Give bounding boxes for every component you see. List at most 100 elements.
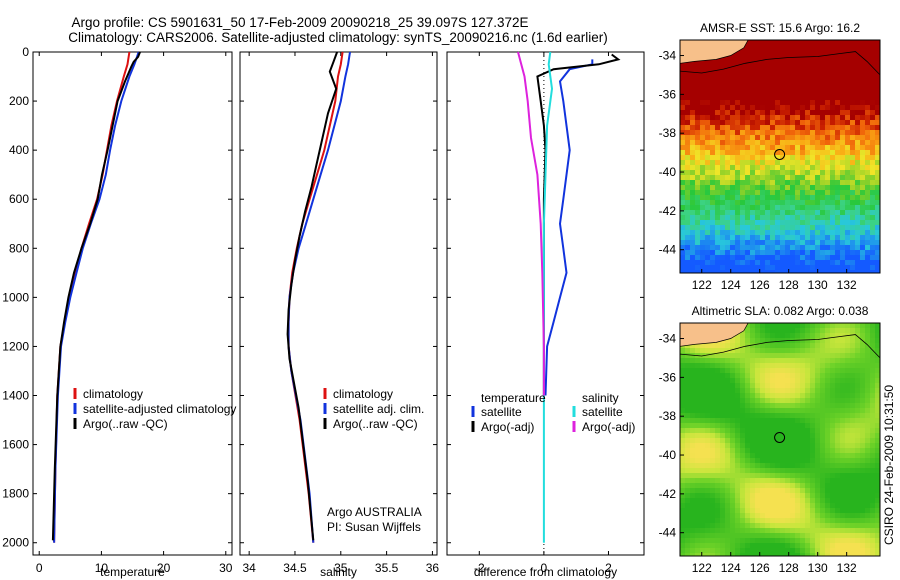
map-cell xyxy=(755,333,760,338)
map-cell xyxy=(745,190,750,195)
map-cell xyxy=(865,383,870,388)
map-cell xyxy=(865,260,870,265)
map-cell xyxy=(820,513,825,518)
map-cell xyxy=(820,468,825,473)
map-cell xyxy=(690,215,695,220)
y-tick-label: -40 xyxy=(659,165,677,179)
map-cell xyxy=(690,488,695,493)
map-cell xyxy=(800,413,805,418)
map-cell xyxy=(830,468,835,473)
map-cell xyxy=(845,90,850,95)
map-cell xyxy=(795,135,800,140)
map-cell xyxy=(705,90,710,95)
map-cell xyxy=(760,250,765,255)
map-cell xyxy=(835,518,840,523)
map-cell xyxy=(690,403,695,408)
map-cell xyxy=(690,538,695,543)
map-cell xyxy=(755,235,760,240)
map-cell xyxy=(815,45,820,50)
map-cell xyxy=(770,543,775,548)
map-cell xyxy=(705,443,710,448)
map-cell xyxy=(850,230,855,235)
map-cell xyxy=(850,438,855,443)
map-cell xyxy=(870,463,875,468)
map-cell xyxy=(725,483,730,488)
map-cell xyxy=(875,543,880,548)
map-cell xyxy=(745,373,750,378)
map-cell xyxy=(685,185,690,190)
map-cell xyxy=(695,478,700,483)
map-cell xyxy=(705,185,710,190)
map-cell xyxy=(830,175,835,180)
map-cell xyxy=(820,65,825,70)
map-cell xyxy=(780,145,785,150)
map-cell xyxy=(875,165,880,170)
map-cell xyxy=(830,448,835,453)
map-cell xyxy=(835,348,840,353)
map-cell xyxy=(700,478,705,483)
map-cell xyxy=(740,50,745,55)
map-cell xyxy=(820,70,825,75)
map-cell xyxy=(860,245,865,250)
map-cell xyxy=(780,338,785,343)
map-cell xyxy=(790,175,795,180)
map-cell xyxy=(800,383,805,388)
map-cell xyxy=(700,180,705,185)
map-cell xyxy=(740,543,745,548)
map-cell xyxy=(750,230,755,235)
map-cell xyxy=(715,100,720,105)
map-cell xyxy=(800,553,805,556)
figure-title-line2: Climatology: CARS2006. Satellite-adjuste… xyxy=(68,30,608,45)
map-cell xyxy=(705,230,710,235)
map-cell xyxy=(760,453,765,458)
map-cell xyxy=(810,548,815,553)
map-cell xyxy=(805,120,810,125)
map-cell xyxy=(775,493,780,498)
map-cell xyxy=(690,348,695,353)
map-cell xyxy=(850,160,855,165)
map-cell xyxy=(805,230,810,235)
map-cell xyxy=(725,215,730,220)
map-cell xyxy=(745,478,750,483)
map-cell xyxy=(775,393,780,398)
map-cell xyxy=(835,150,840,155)
map-cell xyxy=(875,110,880,115)
map-cell xyxy=(845,548,850,553)
map-cell xyxy=(740,463,745,468)
map-cell xyxy=(710,65,715,70)
map-cell xyxy=(700,145,705,150)
map-cell xyxy=(760,95,765,100)
map-cell xyxy=(790,393,795,398)
map-cell xyxy=(680,413,685,418)
map-cell xyxy=(780,393,785,398)
map-cell xyxy=(685,180,690,185)
map-cell xyxy=(785,538,790,543)
map-cell xyxy=(780,368,785,373)
map-cell xyxy=(755,260,760,265)
map-cell xyxy=(825,245,830,250)
map-cell xyxy=(735,235,740,240)
map-cell xyxy=(870,448,875,453)
map-cell xyxy=(700,363,705,368)
map-cell xyxy=(705,75,710,80)
map-cell xyxy=(865,518,870,523)
map-cell xyxy=(800,240,805,245)
map-cell xyxy=(865,468,870,473)
credit-line2: PI: Susan Wijffels xyxy=(327,520,421,534)
map-cell xyxy=(745,150,750,155)
map-cell xyxy=(850,180,855,185)
map-cell xyxy=(765,40,770,45)
map-cell xyxy=(780,185,785,190)
map-frame xyxy=(679,322,881,557)
map-cell xyxy=(770,388,775,393)
map-cell xyxy=(785,120,790,125)
map-cell xyxy=(855,483,860,488)
map-cell xyxy=(795,130,800,135)
map-cell xyxy=(870,210,875,215)
x-tick-label: 122 xyxy=(692,278,712,292)
map-cell xyxy=(755,180,760,185)
map-cell xyxy=(800,333,805,338)
map-cell xyxy=(770,488,775,493)
map-cell xyxy=(840,553,845,556)
map-cell xyxy=(845,323,850,328)
